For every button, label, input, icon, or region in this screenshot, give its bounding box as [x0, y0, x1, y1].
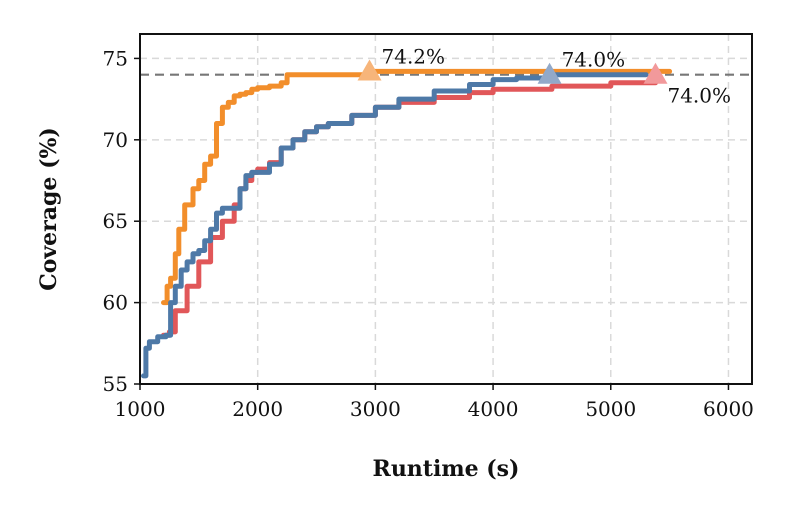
y-tick-label: 65 [103, 209, 128, 233]
x-tick-label: 1000 [115, 397, 166, 421]
x-tick-label: 6000 [703, 397, 754, 421]
x-tick-label: 4000 [468, 397, 519, 421]
y-axis-title: Coverage (%) [36, 127, 62, 291]
x-axis-title: Runtime (s) [373, 456, 520, 482]
series-line-1 [161, 68, 673, 306]
annotation-label: 74.2% [382, 44, 446, 68]
x-tick-label: 5000 [585, 397, 636, 421]
plot-frame [139, 33, 753, 385]
annotation-marker [643, 62, 668, 84]
annotation-layer: 74.2% 74.0% 74.0% [382, 44, 732, 107]
marker-layer [357, 59, 668, 84]
annotation-label: 74.0% [667, 84, 731, 108]
y-tick-label: 75 [103, 46, 128, 70]
series-line-3 [141, 72, 649, 379]
annotation-marker [357, 59, 382, 81]
series-layer [141, 68, 673, 379]
annotation-label: 74.0% [562, 48, 626, 72]
tick-layer: 1000 2000 3000 4000 5000 6000 55 60 65 70 75 [103, 46, 754, 421]
y-tick-label: 55 [103, 372, 128, 396]
y-tick-label: 70 [103, 128, 128, 152]
x-tick-label: 2000 [232, 397, 283, 421]
annotation-marker [537, 62, 562, 84]
y-tick-label: 60 [103, 291, 128, 315]
x-tick-label: 3000 [350, 397, 401, 421]
